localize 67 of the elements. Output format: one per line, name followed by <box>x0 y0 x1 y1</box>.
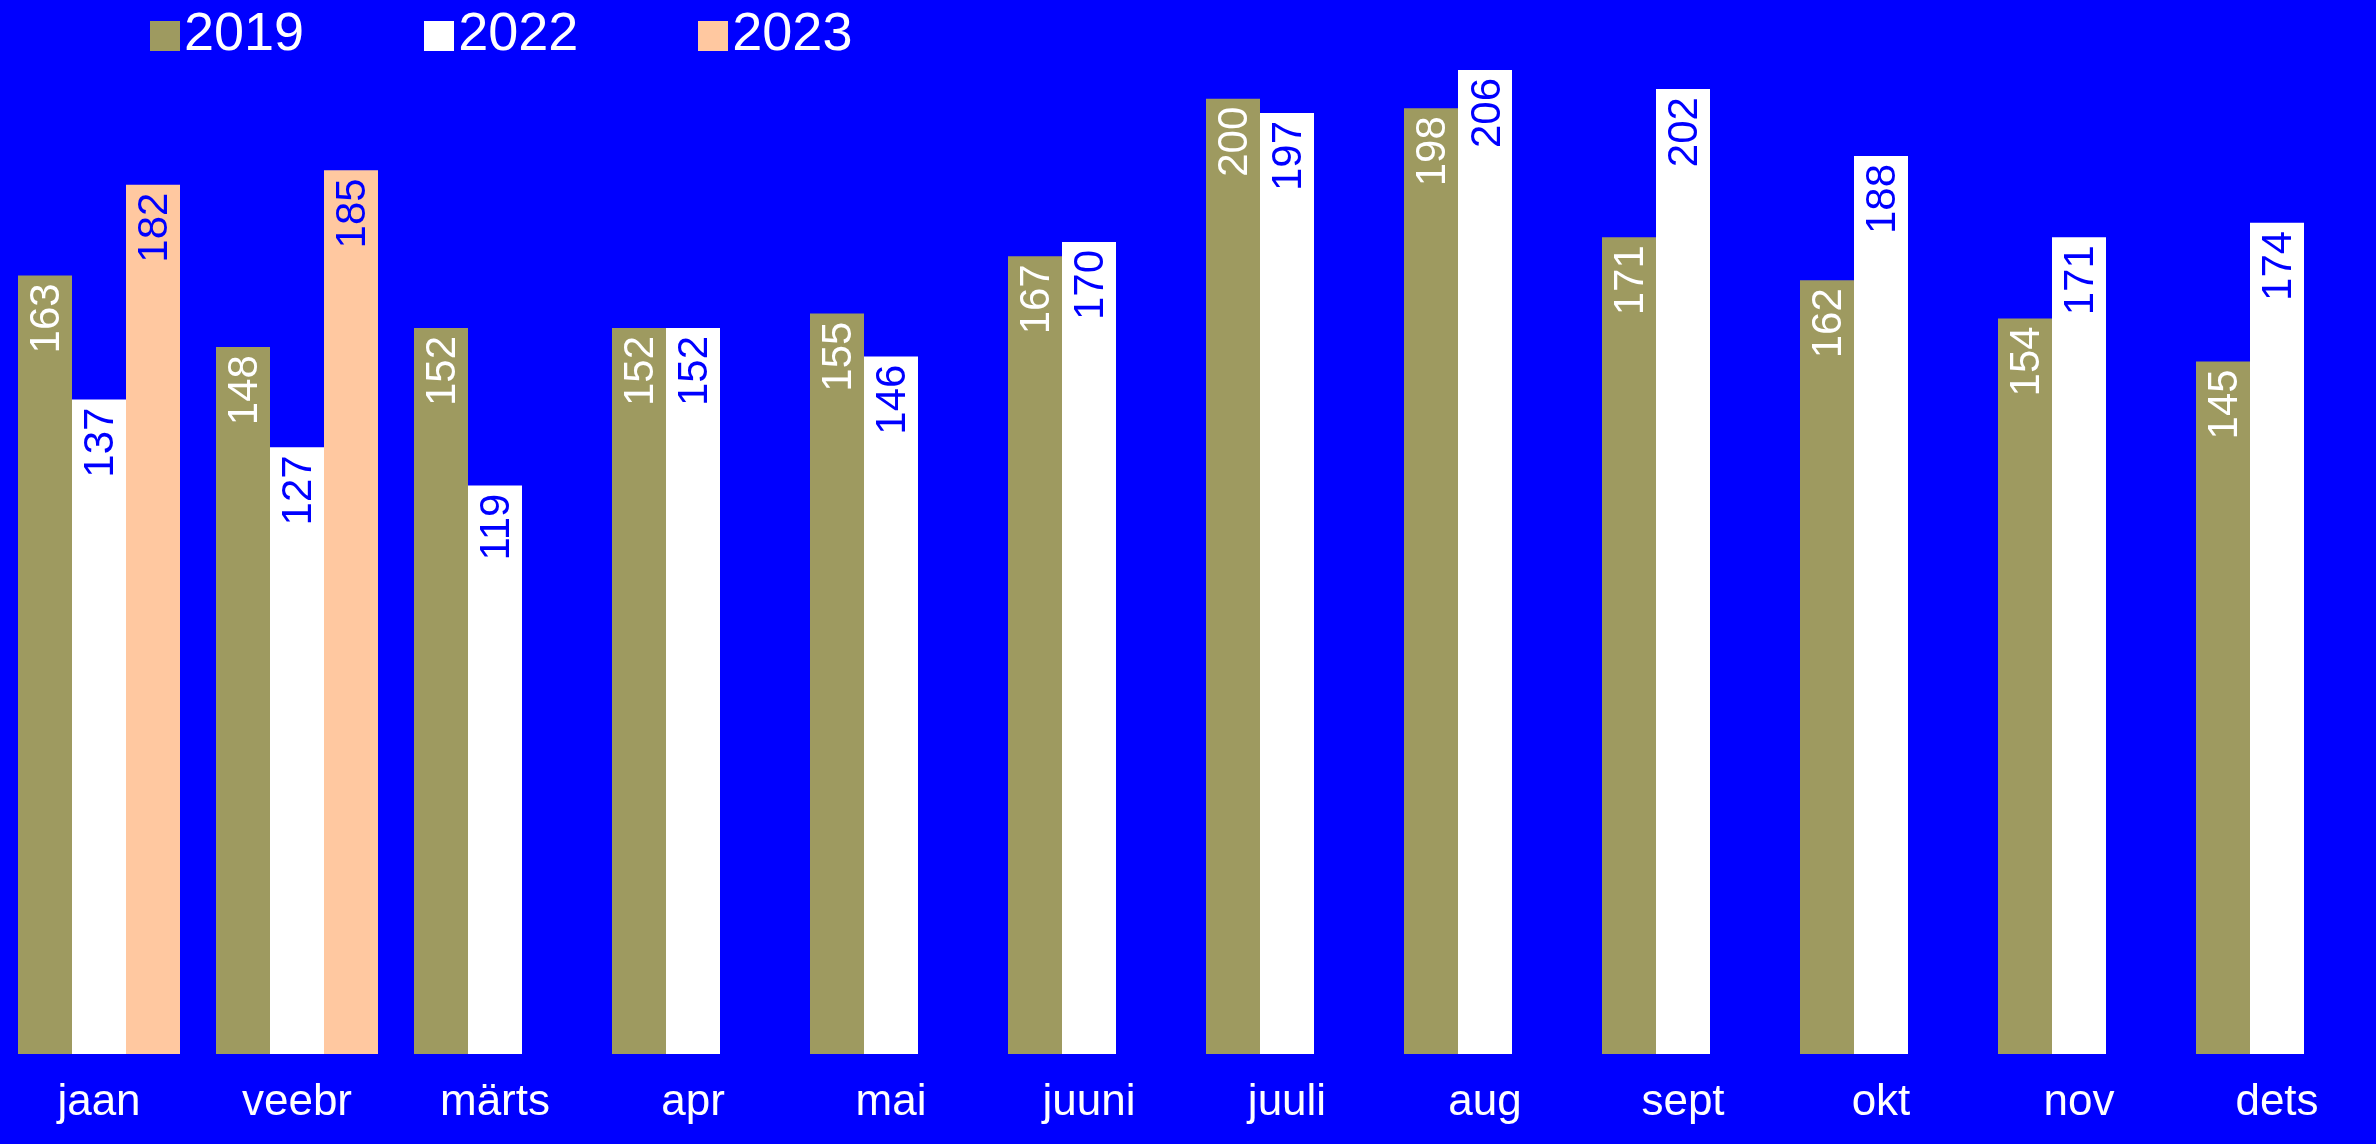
bar <box>1260 112 1314 1054</box>
data-label: 119 <box>471 493 519 561</box>
data-label: 185 <box>327 178 375 249</box>
bar <box>810 313 864 1054</box>
x-tick-label: aug <box>1448 1075 1522 1125</box>
legend-label: 2019 <box>184 1 305 61</box>
data-label: 174 <box>2253 230 2301 301</box>
bar <box>666 327 720 1054</box>
bar <box>18 275 72 1054</box>
bar <box>1602 237 1656 1054</box>
data-label: 197 <box>1263 120 1311 192</box>
bar <box>1206 98 1260 1054</box>
data-label: 145 <box>2199 369 2247 440</box>
data-label: 162 <box>1803 288 1851 359</box>
data-label: 155 <box>813 321 861 392</box>
bar <box>468 485 522 1054</box>
x-tick-label: okt <box>1851 1075 1911 1125</box>
data-label: 182 <box>129 192 177 263</box>
data-label: 148 <box>219 355 267 426</box>
bar <box>2250 222 2304 1054</box>
data-label: 167 <box>1011 264 1059 335</box>
bar <box>270 447 324 1054</box>
x-tick-label: veebr <box>241 1075 353 1125</box>
bar <box>1062 241 1116 1054</box>
bar <box>1656 89 1710 1054</box>
data-label: 171 <box>1605 245 1653 316</box>
x-tick-label: nov <box>2043 1075 2115 1125</box>
bar <box>216 347 270 1054</box>
x-tick-label: apr <box>661 1075 725 1125</box>
data-label: 152 <box>417 335 465 407</box>
bar <box>126 184 180 1054</box>
bar <box>1458 70 1512 1054</box>
legend-label: 2022 <box>458 1 579 61</box>
x-tick-label: juuni <box>1040 1075 1136 1125</box>
bar <box>1404 108 1458 1054</box>
bar <box>414 327 468 1054</box>
data-label: 171 <box>2055 245 2103 316</box>
bar <box>1998 318 2052 1054</box>
bar <box>2052 237 2106 1054</box>
x-tick-label: sept <box>1641 1075 1725 1125</box>
data-label: 152 <box>615 335 663 407</box>
bar <box>1854 155 1908 1054</box>
x-tick-label: jaan <box>55 1075 141 1125</box>
data-label: 163 <box>21 283 69 354</box>
data-label: 137 <box>75 407 123 478</box>
data-label: 170 <box>1065 249 1113 321</box>
data-label: 188 <box>1857 163 1905 235</box>
x-tick-label: mai <box>855 1075 927 1125</box>
bar <box>2196 361 2250 1054</box>
data-label: 146 <box>867 364 915 435</box>
bar <box>324 170 378 1054</box>
bar <box>1800 280 1854 1054</box>
data-label: 200 <box>1209 106 1257 177</box>
bar <box>612 327 666 1054</box>
data-label: 202 <box>1659 97 1707 168</box>
legend-label: 2023 <box>732 1 853 61</box>
data-label: 206 <box>1461 78 1509 149</box>
data-label: 154 <box>2001 326 2049 397</box>
x-tick-label: dets <box>2235 1075 2319 1125</box>
x-tick-label: juuli <box>1245 1075 1327 1125</box>
data-label: 152 <box>669 335 717 407</box>
data-label: 127 <box>273 455 321 526</box>
bar <box>72 399 126 1054</box>
data-label: 198 <box>1407 116 1455 187</box>
bar <box>1008 256 1062 1054</box>
x-tick-label: märts <box>440 1075 550 1125</box>
bar <box>864 356 918 1054</box>
